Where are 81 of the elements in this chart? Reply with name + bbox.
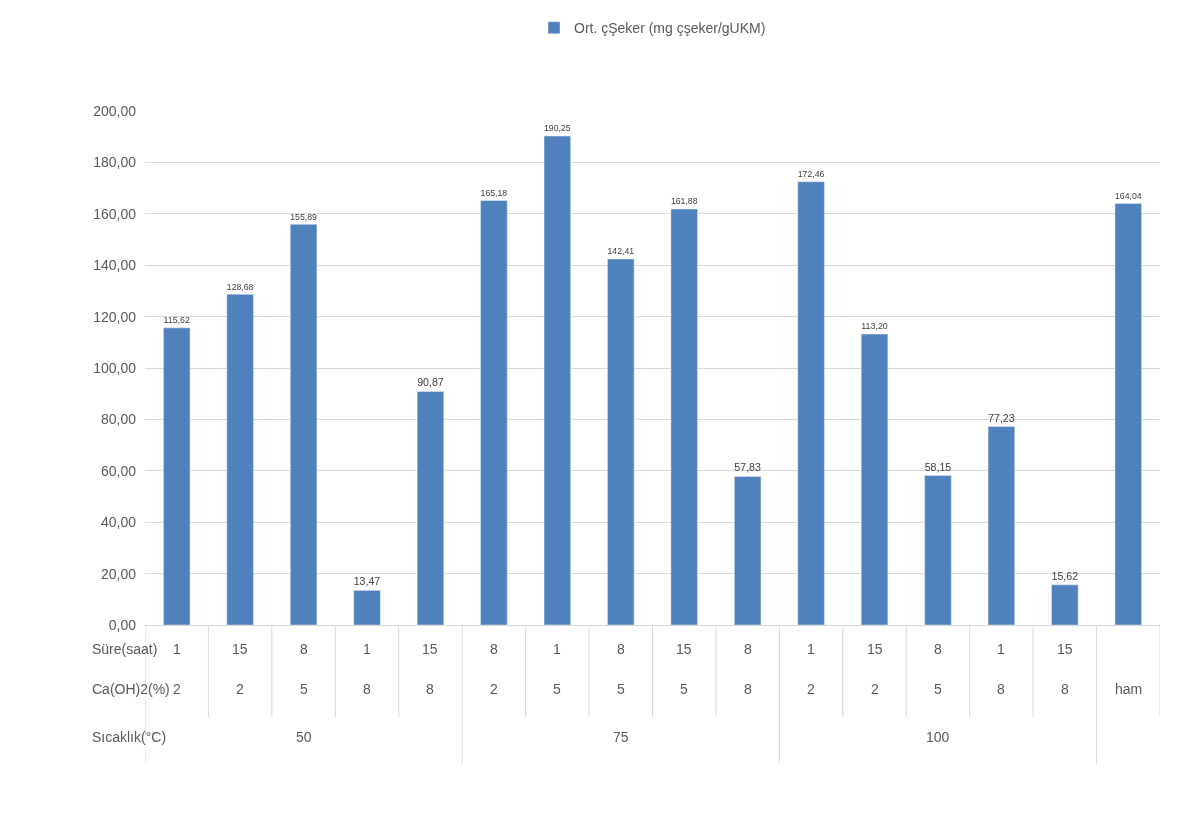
text: 100 [926, 729, 950, 745]
x-tick-label: 2 [807, 681, 815, 697]
data-label: 13,47 [353, 575, 381, 588]
x-tick-label: 2 [173, 681, 181, 697]
text: 1 [173, 641, 181, 657]
bar [987, 426, 1015, 625]
bar [670, 208, 698, 625]
data-label: 115,62 [163, 315, 191, 326]
data-label: 164,04 [1114, 190, 1142, 201]
x-tick-label: 5 [553, 681, 561, 697]
y-tick-label: 40,00 [100, 514, 137, 531]
bar [860, 333, 889, 625]
bar [163, 327, 191, 625]
bar [543, 135, 571, 625]
data-label: 161,88 [670, 196, 698, 207]
x-tick-label: 5 [300, 681, 308, 697]
text: 8 [744, 641, 752, 657]
text: 8 [934, 641, 942, 657]
text: 8 [300, 641, 308, 657]
text: 1 [363, 641, 371, 657]
x-tick-label: 5 [617, 681, 625, 697]
text: 8 [490, 641, 498, 657]
bar [924, 475, 952, 625]
text: 1 [997, 641, 1005, 657]
data-label: 15,62 [1051, 569, 1079, 582]
y-tick-label: 140,00 [93, 257, 137, 274]
x-tick-label: 5 [680, 681, 688, 697]
bar [226, 294, 254, 625]
x-tick-label: 8 [744, 681, 752, 697]
data-label: 142,41 [607, 246, 635, 257]
text: Süre(saat) [92, 641, 158, 657]
text: Sıcaklık(°C) [92, 729, 167, 745]
bar [353, 590, 381, 625]
text: 15 [867, 641, 883, 657]
data-label: 128,68 [226, 281, 254, 292]
bar [1114, 203, 1142, 625]
data-label: 165,18 [480, 187, 508, 198]
y-tick-label: 200,00 [93, 102, 137, 119]
x-tick-label: 2 [871, 681, 879, 697]
text: 15 [1057, 641, 1073, 657]
legend-label: Ort. çŞeker (mg çşeker/gUKM) [574, 20, 766, 37]
x-tick-label: 8 [1061, 681, 1069, 697]
bar [1051, 584, 1079, 625]
y-tick-label: 180,00 [93, 154, 137, 171]
text: Ca(OH)2(%) [92, 681, 170, 697]
y-tick-label: 160,00 [93, 205, 137, 222]
x-tick-label: 8 [363, 681, 371, 697]
data-label: 190,25 [544, 123, 571, 134]
text: 75 [613, 729, 629, 745]
text: 8 [617, 641, 625, 657]
x-tick-label: 8 [997, 681, 1005, 697]
data-label: 57,83 [734, 461, 761, 474]
y-tick-label: 20,00 [100, 565, 137, 582]
x-tick-label: 8 [426, 681, 434, 697]
text: 15 [676, 641, 692, 657]
text: 15 [422, 641, 438, 657]
data-label: 58,15 [924, 460, 952, 473]
x-tick-label: 5 [934, 681, 942, 697]
x-tick-label: ham [1115, 681, 1143, 697]
data-label: 113,20 [861, 321, 888, 332]
text: 1 [807, 641, 815, 657]
data-label: 155,89 [290, 211, 318, 222]
bar [480, 200, 508, 625]
bar [607, 258, 635, 625]
x-tick-label: 2 [490, 681, 498, 697]
bar [797, 181, 825, 625]
y-tick-label: 60,00 [100, 462, 137, 479]
data-label: 77,23 [988, 411, 1015, 424]
y-tick-label: 100,00 [93, 359, 137, 376]
text: 1 [553, 641, 561, 657]
data-label: 172,46 [797, 169, 825, 180]
bar [290, 224, 318, 625]
x-tick-label: 2 [236, 681, 244, 697]
y-tick-label: 120,00 [93, 308, 137, 325]
bar [416, 391, 445, 625]
data-label: 90,87 [417, 376, 444, 389]
bar [734, 476, 762, 625]
y-tick-label: 0,00 [108, 616, 137, 633]
text: 50 [296, 729, 312, 745]
text: 15 [232, 641, 248, 657]
y-tick-label: 80,00 [100, 411, 137, 428]
